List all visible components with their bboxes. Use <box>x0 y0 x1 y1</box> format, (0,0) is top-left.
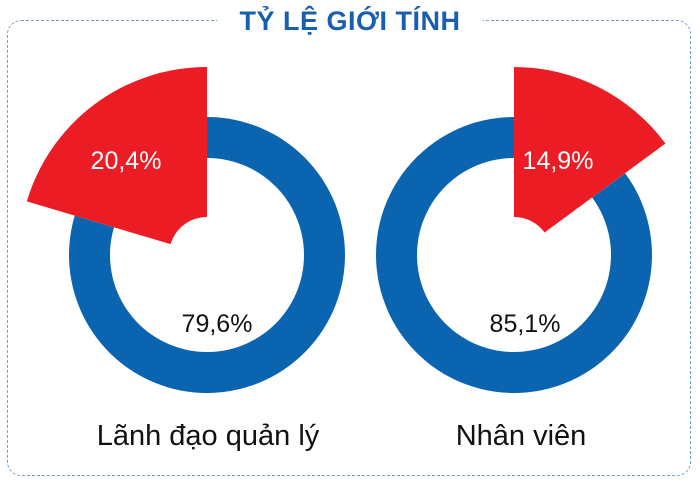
label-leaders-female: 20,4% <box>91 147 162 175</box>
slice-staff-male <box>375 117 652 394</box>
category-label-leaders: Lãnh đạo quản lý <box>96 420 320 452</box>
category-label-staff: Nhân viên <box>455 420 587 452</box>
title-wrap: TỶ LỆ GIỚI TÍNH <box>0 4 700 38</box>
slice-leaders-male <box>68 117 345 393</box>
donut-chart-staff: 14,9% 85,1% <box>375 67 666 394</box>
slice-leaders-female <box>26 67 207 245</box>
donut-chart-leaders: 20,4% 79,6% <box>26 67 345 393</box>
chart-title: TỶ LỆ GIỚI TÍNH <box>217 4 483 38</box>
label-leaders-male: 79,6% <box>182 310 253 338</box>
label-staff-female: 14,9% <box>523 147 594 175</box>
label-staff-male: 85,1% <box>490 310 561 338</box>
slice-staff-female <box>514 67 666 233</box>
